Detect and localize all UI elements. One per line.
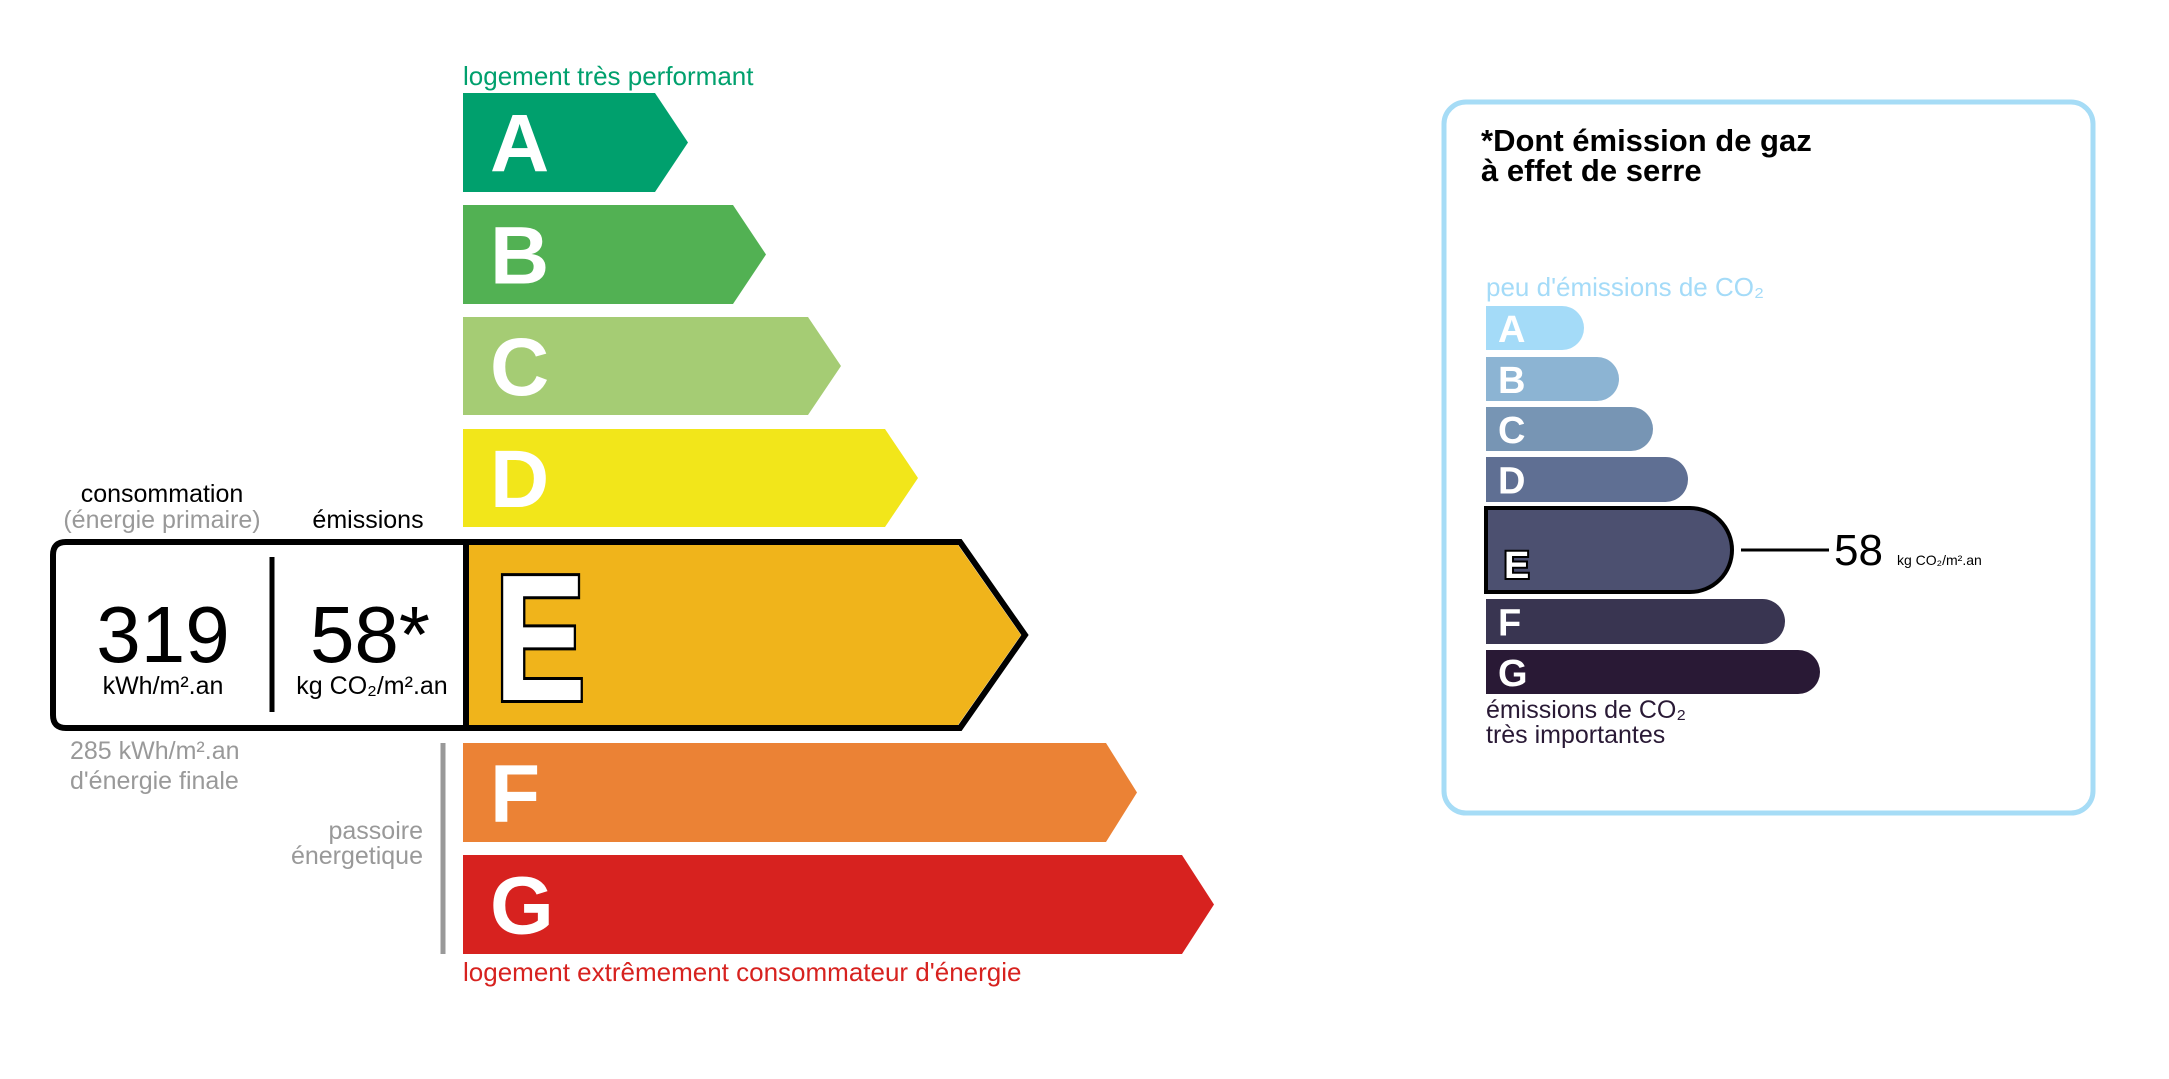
energy-bar-A [463,93,688,192]
consumption-label: consommation [81,480,244,508]
energy-bar-D [463,429,918,527]
energy-letter-B: B [490,211,549,302]
ges-letter-G: G [1498,653,1528,695]
energy-letter-F: F [490,749,540,840]
energy-bar-B [463,205,766,304]
energy-bar-G [463,855,1214,954]
ges-bar-C [1486,407,1653,451]
energy-bottom-label: logement extrêmement consommateur d'éner… [463,957,1021,987]
ges-title-1: *Dont émission de gaz [1481,123,1812,158]
ges-letter-D: D [1498,461,1525,503]
final-energy-label: d'énergie finale [70,767,239,795]
ges-bottom-label-1: émissions de CO₂ [1486,696,1686,724]
ges-letter-B: B [1498,360,1525,402]
energy-current-letter: E [494,538,586,739]
ges-letter-A: A [1498,309,1525,351]
ges-letter-E: E [1504,545,1529,587]
energy-bar-C [463,317,841,415]
emissions-value: 58* [310,590,430,679]
consumption-value: 319 [96,590,229,679]
ges-bar-E [1484,506,1734,594]
energy-top-label: logement très performant [463,61,754,91]
emissions-unit: kg CO₂/m².an [296,672,447,700]
consumption-sublabel: (énergie primaire) [63,506,260,534]
ges-title-2: à effet de serre [1481,153,1702,188]
final-energy-value: 285 kWh/m².an [70,737,240,765]
ges-bar-D [1486,457,1688,502]
emissions-label: émissions [312,506,423,534]
ges-value: 58 [1834,526,1883,575]
ges-top-label: peu d'émissions de CO₂ [1486,272,1764,302]
energy-letter-D: D [490,434,549,525]
passoire-label-2: énergetique [291,842,423,870]
ges-bottom-label-2: très importantes [1486,721,1665,749]
ges-letter-C: C [1498,410,1525,452]
ges-bar-A [1486,306,1584,350]
energy-letter-A: A [490,99,549,190]
consumption-unit: kWh/m².an [103,672,224,700]
ges-bar-F [1486,599,1785,644]
ges-letter-F: F [1498,603,1521,645]
passoire-label: passoire [329,817,424,845]
energy-letter-C: C [490,322,549,413]
energy-bar-F [463,743,1137,842]
ges-bar-G [1486,650,1820,694]
energy-bar-E [467,545,1021,725]
ges-bar-B [1486,357,1619,401]
ges-unit: kg CO₂/m².an [1897,552,1982,568]
energy-letter-G: G [490,861,554,952]
